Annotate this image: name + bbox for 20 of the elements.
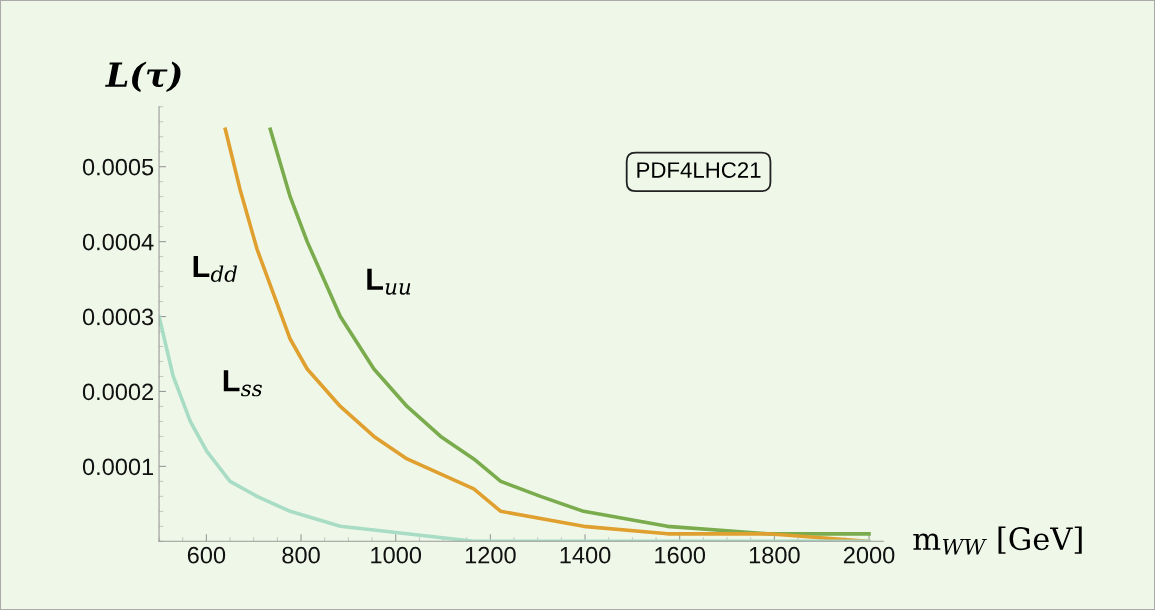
x-tick-label: 1400 bbox=[560, 546, 611, 564]
series-label: L$_{dd}$ bbox=[193, 255, 238, 282]
y-axis-title: L(τ) bbox=[105, 61, 181, 92]
x-tick-label: 2000 bbox=[843, 546, 895, 564]
y-tick-label: 0.0004 bbox=[82, 233, 154, 251]
x-axis-title: m$_{WW}$ [GeV] bbox=[913, 526, 1082, 555]
series-label: L$_{uu}$ bbox=[367, 268, 411, 295]
x-tick-label: 600 bbox=[187, 546, 226, 564]
x-tick-label: 1000 bbox=[371, 546, 422, 564]
x-tick-label: 1800 bbox=[749, 546, 800, 564]
y-tick-label: 0.0003 bbox=[82, 308, 154, 326]
annotation: PDF4LHC21 bbox=[637, 162, 761, 178]
line-series bbox=[159, 314, 871, 542]
x-tick-label: 800 bbox=[282, 546, 320, 564]
y-tick-label: 0.0005 bbox=[82, 158, 154, 176]
y-tick-label: 0.0001 bbox=[82, 458, 154, 476]
series-label: L$_{ss}$ bbox=[223, 370, 262, 397]
y-tick-label: 0.0002 bbox=[82, 383, 153, 401]
x-tick-label: 1200 bbox=[465, 546, 516, 564]
x-tick-label: 1600 bbox=[655, 546, 706, 564]
